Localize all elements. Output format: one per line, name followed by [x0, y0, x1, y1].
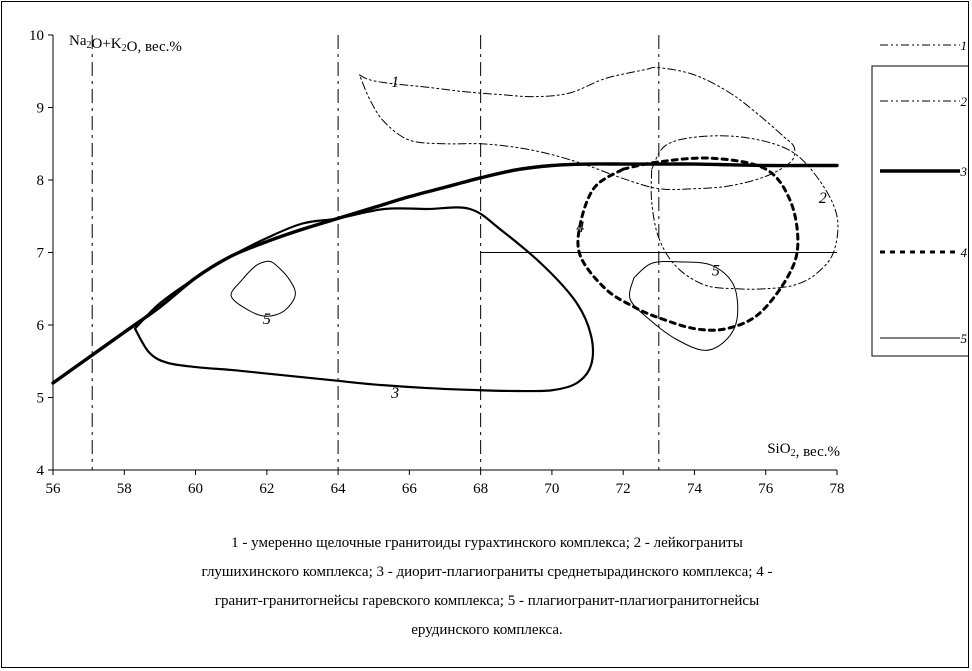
series-1-label: 1 — [391, 74, 399, 91]
series-5-label: 5 — [712, 263, 720, 280]
y-tick-label: 5 — [37, 391, 45, 407]
x-tick-label: 56 — [46, 481, 62, 497]
caption-line-2: глушихинского комплекса; 3 - диорит-плаг… — [201, 564, 773, 580]
x-tick-label: 68 — [473, 481, 488, 497]
x-tick-label: 72 — [616, 481, 631, 497]
series-2-path — [650, 135, 839, 290]
series-1-path — [358, 66, 796, 191]
x-tick-label: 62 — [259, 481, 274, 497]
y-tick-label: 9 — [37, 101, 45, 117]
series-2-label: 2 — [819, 190, 827, 207]
figure-caption: 1 - умеренно щелочные гранитоиды гурахти… — [42, 529, 932, 645]
x-axis-title: SiO2, вес.% — [767, 441, 840, 460]
y-axis-title: Na2O+K2O, вес.% — [69, 33, 182, 55]
legend-label-3: 3 — [960, 164, 968, 179]
x-tick-label: 78 — [830, 481, 845, 497]
legend-label-4: 4 — [961, 245, 968, 260]
x-tick-label: 60 — [188, 481, 203, 497]
series-5-path — [230, 260, 296, 317]
legend-label-1: 1 — [961, 38, 968, 53]
y-tick-label: 4 — [37, 463, 45, 479]
series-4-label: 4 — [576, 219, 584, 236]
legend-label-5: 5 — [961, 331, 968, 346]
series-4-path — [576, 156, 800, 332]
legend: 1 2 3 4 5 — [871, 38, 968, 357]
y-tick-label: 8 — [37, 173, 45, 189]
x-tick-label: 76 — [758, 481, 774, 497]
y-tick-label: 7 — [37, 246, 45, 262]
caption-line-3: гранит-гранитогнейсы гаревского комплекс… — [214, 593, 760, 609]
x-tick-label: 70 — [544, 481, 559, 497]
caption-line-1: 1 - умеренно щелочные гранитоиды гурахти… — [231, 535, 743, 551]
x-tick-label: 58 — [117, 481, 132, 497]
series-5-label: 5 — [263, 311, 271, 328]
series-3-label: 3 — [390, 385, 399, 402]
y-tick-label: 10 — [29, 28, 44, 44]
x-tick-label: 64 — [331, 481, 347, 497]
legend-box — [871, 65, 968, 357]
axis-titles: Na2O+K2O, вес.% SiO2, вес.% — [69, 33, 840, 460]
field-labels: 1 2 3 4 5 5 — [263, 74, 827, 402]
x-tick-label: 74 — [687, 481, 703, 497]
y-tick-label: 6 — [37, 318, 45, 334]
legend-label-2: 2 — [961, 94, 968, 109]
series-5-path — [629, 261, 739, 351]
caption-line-4: ерудинского комплекса. — [411, 622, 563, 638]
x-tick-label: 66 — [402, 481, 418, 497]
reference-lines — [91, 35, 837, 470]
fields — [51, 66, 839, 393]
series-3-path — [133, 206, 594, 393]
